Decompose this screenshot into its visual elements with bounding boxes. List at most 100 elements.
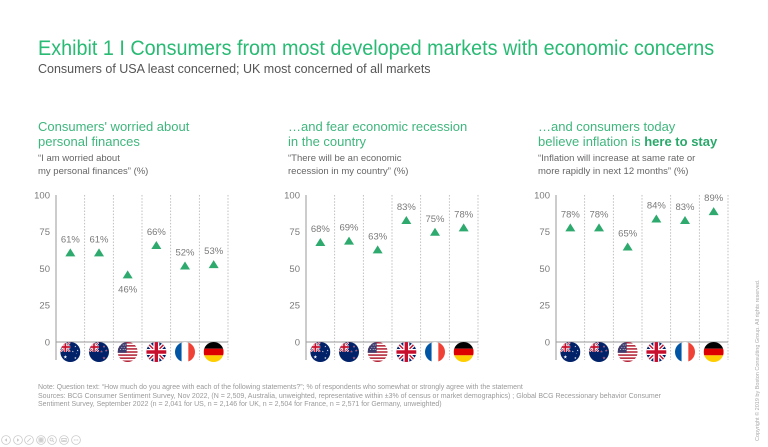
exhibit-title: Exhibit 1 I Consumers from most develope… (38, 36, 715, 60)
data-label: 84% (647, 201, 667, 212)
panel-economic-recession: …and fear economic recession in the coun… (288, 119, 523, 178)
y-tick-label: 100 (284, 190, 300, 201)
data-label: 68% (311, 224, 331, 235)
panel-inflation: …and consumers today believe inflation i… (538, 119, 768, 178)
more-options-button[interactable] (70, 435, 81, 445)
data-point-marker (430, 227, 440, 236)
data-point-marker (344, 236, 354, 245)
panel-heading: …and fear economic recession in the coun… (288, 119, 523, 149)
flag-germany-icon (204, 342, 224, 362)
chart-personal-finances: 100 75 50 25 0 61% 61% 46% 66% 52% 53% (34, 190, 229, 366)
data-label: 66% (147, 227, 167, 238)
subtitles-button[interactable] (59, 435, 69, 445)
exhibit-subtitle: Consumers of USA least concerned; UK mos… (38, 62, 431, 76)
all-slides-button[interactable] (35, 435, 46, 445)
data-point-marker (94, 248, 104, 257)
data-label: 61% (61, 234, 81, 245)
chart-inflation: 100 75 50 25 0 78% 78% 65% 84% 83% 89% (534, 190, 729, 366)
all-slides-icon (35, 435, 46, 445)
survey-question-line1: “Inflation will increase at same rate or (538, 153, 696, 164)
flag-uk-icon (646, 342, 666, 362)
chart-economic-recession: 100 75 50 25 0 68% 69% 63% 83% 75% 78% (284, 190, 479, 366)
panel-heading-line1: Consumers' worried about (38, 119, 190, 134)
y-tick-label: 75 (289, 227, 300, 238)
data-point-marker (372, 245, 383, 254)
flag-france-icon (425, 342, 445, 362)
flag-new-zealand-icon (89, 342, 109, 362)
y-tick-label: 25 (289, 301, 300, 312)
data-point-marker (565, 223, 576, 232)
flag-usa-icon (368, 342, 388, 362)
flag-usa-icon (118, 342, 138, 362)
flag-uk-icon (146, 342, 166, 362)
y-tick-label: 25 (39, 301, 50, 312)
data-label: 89% (704, 193, 724, 204)
data-point-marker (708, 207, 719, 216)
flag-germany-icon (454, 342, 474, 362)
data-label: 83% (397, 202, 417, 213)
flag-usa-icon (618, 342, 638, 362)
next-slide-button[interactable] (12, 435, 23, 445)
data-point-marker (622, 242, 633, 251)
data-label: 69% (339, 223, 359, 234)
y-tick-label: 0 (295, 337, 300, 348)
survey-question: “Inflation will increase at same rate or… (538, 153, 768, 178)
y-tick-label: 75 (539, 227, 550, 238)
data-label: 61% (89, 234, 109, 245)
more-options-icon (70, 435, 81, 445)
data-point-marker (401, 215, 412, 224)
data-label: 52% (175, 248, 195, 259)
data-point-marker (151, 240, 162, 249)
data-label: 46% (118, 284, 138, 295)
panel-heading-line2: believe inflation is (538, 134, 645, 149)
zoom-button[interactable] (47, 435, 58, 445)
panel-heading-line1: …and fear economic recession (288, 119, 468, 134)
flag-uk-icon (396, 342, 416, 362)
previous-slide-icon (1, 435, 11, 445)
data-point-marker (208, 260, 219, 269)
footnote-note: Note: Question text: “How much do you ag… (38, 384, 523, 391)
data-point-marker (594, 223, 604, 232)
y-tick-label: 50 (289, 264, 300, 275)
pen-icon (24, 435, 34, 445)
data-label: 78% (589, 209, 609, 220)
survey-question-line1: “There will be an economic (288, 153, 402, 164)
y-tick-label: 100 (34, 190, 50, 201)
previous-slide-button[interactable] (1, 435, 11, 445)
data-label: 78% (454, 209, 474, 220)
panel-heading-line2: in the country (288, 134, 367, 149)
panel-heading: Consumers' worried about personal financ… (38, 119, 273, 149)
data-point-marker (680, 215, 690, 224)
flag-australia-icon (60, 342, 80, 362)
y-tick-label: 50 (39, 264, 50, 275)
data-point-marker (651, 214, 662, 223)
data-label: 78% (561, 209, 581, 220)
slideshow-toolbar (1, 435, 81, 445)
survey-question: “There will be an economic recession in … (288, 153, 523, 178)
flag-new-zealand-icon (589, 342, 609, 362)
y-tick-label: 0 (45, 337, 50, 348)
copyright-notice: Copyright © 2019 by Boston Consulting Gr… (755, 279, 761, 442)
data-label: 83% (675, 202, 695, 213)
pen-button[interactable] (24, 435, 34, 445)
y-tick-label: 100 (534, 190, 550, 201)
flag-france-icon (175, 342, 195, 362)
panel-heading-emphasis: here to stay (644, 134, 718, 149)
data-label: 63% (368, 231, 388, 242)
y-tick-label: 25 (539, 301, 550, 312)
footnote-sources-line2: Sentiment Survey, September 2022 (n = 2,… (38, 401, 442, 409)
next-slide-icon (12, 435, 23, 445)
footnote-sources-line1: Sources: BCG Consumer Sentiment Survey, … (38, 392, 661, 400)
survey-question-line2: recession in my country” (%) (288, 165, 409, 177)
flag-france-icon (675, 342, 695, 362)
data-point-marker (65, 248, 76, 257)
footnote: Note: Question text: “How much do you ag… (38, 384, 661, 410)
survey-question: “I am worried about my personal finances… (38, 153, 273, 178)
y-tick-label: 0 (545, 337, 550, 348)
zoom-icon (47, 435, 58, 445)
y-tick-label: 75 (39, 227, 50, 238)
data-label: 75% (425, 214, 445, 225)
panel-heading-line2: personal finances (38, 134, 140, 149)
flag-new-zealand-icon (339, 342, 359, 362)
